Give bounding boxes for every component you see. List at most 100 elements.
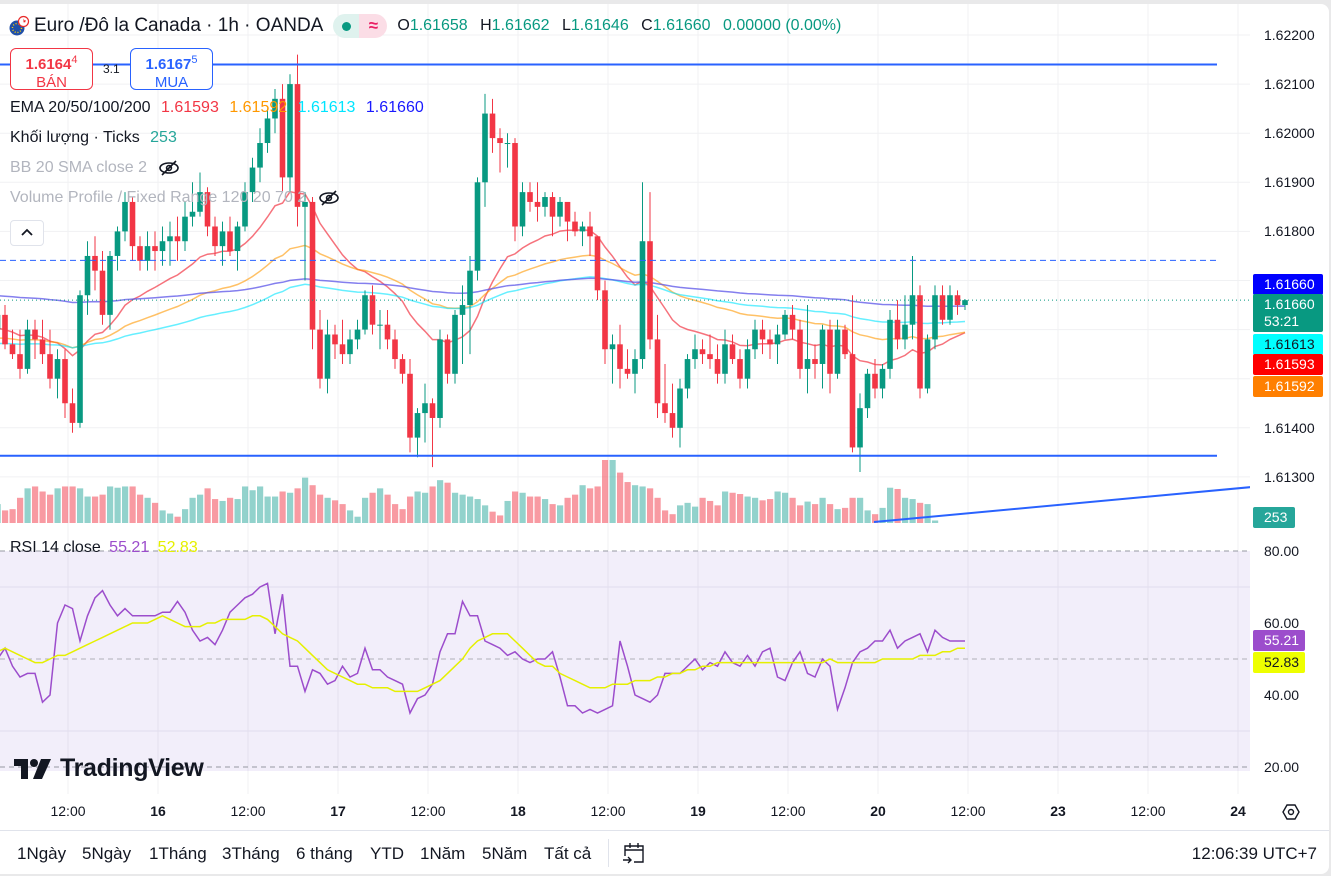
volume-bar — [54, 488, 61, 523]
candle — [9, 329, 16, 360]
volume-bar — [872, 514, 879, 523]
volume-label: Khối lượng · Ticks — [10, 129, 140, 146]
range-button[interactable]: 5Ngày — [82, 844, 132, 863]
hidden-eye-icon[interactable] — [317, 189, 341, 207]
candle — [272, 89, 278, 134]
candle-body — [827, 329, 833, 374]
rsi-legend[interactable]: RSI 14 close 55.21 52.83 — [10, 539, 198, 557]
candle-body — [579, 226, 586, 232]
candle-body — [504, 143, 511, 145]
candle — [347, 329, 353, 364]
range-button[interactable]: YTD — [370, 844, 404, 863]
volume-bar — [264, 496, 271, 523]
volume-profile-legend[interactable]: Volume Profile / Fixed Range 120 20 70 2 — [10, 189, 341, 207]
open-value: 1.61658 — [409, 17, 468, 34]
candle-body — [902, 324, 908, 340]
candle — [407, 359, 413, 453]
volume-bar — [377, 488, 384, 523]
ema-legend[interactable]: EMA 20/50/100/200 1.61593 1.61592 1.6161… — [10, 99, 430, 117]
volume-legend[interactable]: Khối lượng · Ticks 253 — [10, 129, 183, 147]
volume-bar — [174, 516, 181, 523]
range-button[interactable]: 3Tháng — [222, 844, 280, 863]
candle-body — [407, 373, 413, 438]
market-status-pill[interactable]: ≈ — [333, 14, 388, 38]
candle-body — [144, 246, 151, 261]
price-chart[interactable] — [0, 4, 1250, 826]
candle — [152, 231, 158, 271]
range-button[interactable]: 6 tháng — [296, 844, 353, 863]
buy-button[interactable]: 1.61675 MUA — [130, 48, 213, 91]
high-key: H — [480, 17, 492, 34]
candle-body — [917, 295, 923, 389]
candle — [54, 349, 61, 399]
range-button[interactable]: 1Tháng — [149, 844, 207, 863]
candle — [242, 182, 248, 232]
bb-legend[interactable]: BB 20 SMA close 2 — [10, 159, 181, 177]
candle — [909, 255, 916, 340]
candle — [842, 324, 848, 360]
volume-bar — [512, 491, 519, 523]
candle — [227, 216, 233, 256]
volume-tag: 253 — [1253, 507, 1295, 528]
candle-body — [167, 236, 173, 242]
volume-bar — [294, 488, 301, 523]
candle — [662, 363, 668, 423]
volume-bar — [744, 496, 751, 523]
collapse-legend-button[interactable] — [10, 220, 44, 246]
range-button[interactable]: Tất cả — [544, 844, 592, 863]
clock-timezone[interactable]: 12:06:39 UTC+7 — [1191, 844, 1317, 863]
volume-bar — [437, 480, 444, 523]
volume-bar — [39, 491, 46, 523]
range-button[interactable]: 1Năm — [420, 844, 466, 863]
price-tick-label: 1.61900 — [1264, 174, 1315, 191]
candle-body — [512, 143, 518, 227]
go-to-date-icon[interactable] — [621, 840, 647, 866]
volume-bar — [827, 504, 834, 523]
volume-bar — [287, 492, 294, 523]
candle-body — [639, 241, 646, 360]
volume-bar — [722, 491, 729, 523]
volume-bar — [684, 502, 691, 523]
volume-bar — [842, 507, 849, 523]
candle — [324, 319, 331, 394]
candle-body — [452, 314, 458, 374]
range-button[interactable]: 1Ngày — [17, 844, 67, 863]
range-button[interactable]: 5Năm — [482, 844, 528, 863]
candle — [332, 324, 338, 360]
candle — [204, 187, 211, 237]
candle — [474, 177, 481, 281]
hidden-eye-icon[interactable] — [157, 159, 181, 177]
candle — [317, 309, 323, 389]
volume-bar — [467, 496, 474, 523]
symbol-title[interactable]: Euro /Đô la Canada · 1h · OANDA — [34, 15, 324, 36]
volume-bar — [767, 499, 774, 523]
volume-bar — [639, 486, 646, 523]
volume-bar — [347, 510, 354, 523]
volume-bar — [429, 486, 436, 523]
candle-body — [857, 408, 863, 448]
tradingview-logo[interactable]: TradingView — [14, 754, 204, 783]
candle-body — [474, 182, 481, 271]
candle-body — [182, 216, 188, 242]
volume-bar — [9, 509, 16, 523]
time-tick-label: 12:00 — [590, 803, 626, 819]
candle-body — [377, 324, 383, 326]
candle-body — [39, 339, 46, 355]
candle-body — [894, 319, 901, 340]
candle — [92, 236, 98, 291]
candle — [849, 295, 856, 453]
volume-bar — [917, 502, 924, 523]
candle-body — [789, 314, 796, 330]
chevron-up-icon — [21, 228, 33, 236]
volume-bar — [579, 485, 586, 523]
candle — [737, 349, 743, 389]
candle-body — [152, 246, 158, 252]
sell-button[interactable]: 1.61644 BÁN — [10, 48, 93, 91]
volume-bar — [729, 492, 736, 523]
candle-body — [482, 113, 488, 183]
volume-bar — [647, 488, 654, 523]
settings-icon[interactable] — [1281, 802, 1301, 822]
candle-body — [527, 192, 533, 202]
candle — [47, 329, 53, 389]
candle-body — [264, 118, 271, 144]
